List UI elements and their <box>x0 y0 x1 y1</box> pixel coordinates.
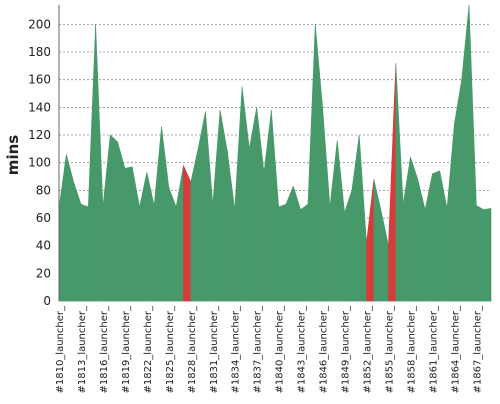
y-tick-label: 180 <box>28 45 51 59</box>
y-tick-label: 20 <box>36 266 51 280</box>
area-segment <box>80 203 89 302</box>
area-segment <box>432 170 441 302</box>
area-segment <box>344 190 353 302</box>
area-segment <box>66 154 74 302</box>
area-segment <box>278 203 287 302</box>
area-segment <box>446 123 455 302</box>
area-segment <box>271 110 279 302</box>
area-segment <box>175 165 184 302</box>
x-tick-label: #1855_launcher_ <box>384 305 395 394</box>
area-segment <box>329 140 338 302</box>
area-segment <box>454 79 463 302</box>
area-segment <box>483 207 492 302</box>
area-segment <box>139 172 148 302</box>
area-segment <box>300 203 309 302</box>
y-tick-label: 200 <box>28 17 51 31</box>
x-tick-label: #1810_launcher_ <box>55 305 66 394</box>
x-tick-label: #1840_launcher_ <box>275 305 286 394</box>
area-segment <box>87 24 96 302</box>
area-segment <box>227 151 236 302</box>
area-segment <box>117 141 126 302</box>
x-tick-label: #1819_launcher_ <box>121 305 132 394</box>
area-segment <box>219 110 228 302</box>
area-segment <box>183 165 192 302</box>
x-tick-label: #1858_launcher_ <box>406 305 417 394</box>
area-segment <box>395 63 404 302</box>
x-tick-label: #1846_launcher_ <box>319 305 330 394</box>
area-segment <box>161 126 170 302</box>
area-segment <box>351 134 360 302</box>
area-segment <box>476 205 484 302</box>
x-tick-label: #1813_launcher_ <box>77 305 88 394</box>
y-tick-label: 160 <box>28 73 51 87</box>
area-segment <box>358 134 367 302</box>
x-tick-label: #1864_launcher_ <box>450 305 461 394</box>
y-tick-label: 60 <box>36 211 51 225</box>
area-segment <box>380 211 389 302</box>
y-tick-label: 0 <box>43 294 51 308</box>
area-segment <box>234 86 243 302</box>
y-tick-label: 80 <box>36 183 51 197</box>
area-segment <box>388 63 397 302</box>
area-segment <box>131 166 140 302</box>
area-segment <box>256 107 265 302</box>
x-tick-label: #1867_launcher_ <box>472 305 483 394</box>
x-tick-label: #1822_launcher_ <box>143 305 154 394</box>
area-segment <box>307 24 316 302</box>
area-segment <box>417 179 426 302</box>
y-tick-labels: 0 20 40 60 80 100 120 140 160 180 200 <box>28 17 51 308</box>
area-segment <box>58 154 67 302</box>
area-segment <box>366 179 375 302</box>
y-axis-title: mins <box>4 135 22 175</box>
x-tick-labels: #1810_launcher_ #1813_launcher_ #1816_laun… <box>55 305 483 394</box>
area-segment <box>314 24 323 302</box>
area-segment <box>73 181 82 302</box>
area-segment <box>168 187 177 302</box>
x-tick-label: #1843_launcher_ <box>297 305 308 394</box>
x-tick-label: #1828_launcher_ <box>187 305 198 394</box>
x-tick-label: #1861_launcher_ <box>428 305 439 394</box>
y-tick-label: 120 <box>28 128 51 142</box>
area-segment <box>439 170 448 302</box>
area-segment <box>95 24 104 302</box>
x-tick-label: #1834_launcher_ <box>231 305 242 394</box>
x-tick-label: #1852_launcher_ <box>363 305 374 394</box>
area-segment <box>322 107 331 302</box>
area-segment <box>205 111 214 302</box>
x-tick-label: #1816_launcher_ <box>99 305 110 394</box>
area-segment <box>468 4 477 302</box>
area-segment <box>373 179 382 302</box>
x-tick-label: #1849_launcher_ <box>341 305 352 394</box>
area-segment <box>285 186 294 302</box>
area-segment <box>263 110 272 302</box>
area-segment <box>124 166 133 302</box>
area-segment <box>102 134 111 302</box>
x-tick-label: #1831_launcher_ <box>209 305 220 394</box>
area-segment <box>461 4 470 302</box>
area-segment <box>402 157 411 302</box>
y-tick-label: 40 <box>36 239 51 253</box>
area-segment <box>249 107 257 302</box>
area-segment <box>153 126 162 302</box>
y-tick-label: 100 <box>28 156 51 170</box>
area-segment <box>241 86 250 302</box>
area-segment <box>190 148 199 302</box>
duration-area <box>58 4 492 302</box>
y-tick-label: 140 <box>28 100 51 114</box>
x-tick-label: #1825_launcher_ <box>165 305 176 394</box>
area-segment <box>197 111 206 302</box>
area-segment <box>336 140 345 302</box>
area-segment <box>410 157 419 302</box>
area-segment <box>146 172 155 302</box>
area-segment <box>293 186 301 302</box>
area-segment <box>424 173 433 302</box>
x-tick-label: #1837_launcher_ <box>253 305 264 394</box>
area-segment <box>109 134 118 302</box>
area-segment <box>212 110 221 302</box>
